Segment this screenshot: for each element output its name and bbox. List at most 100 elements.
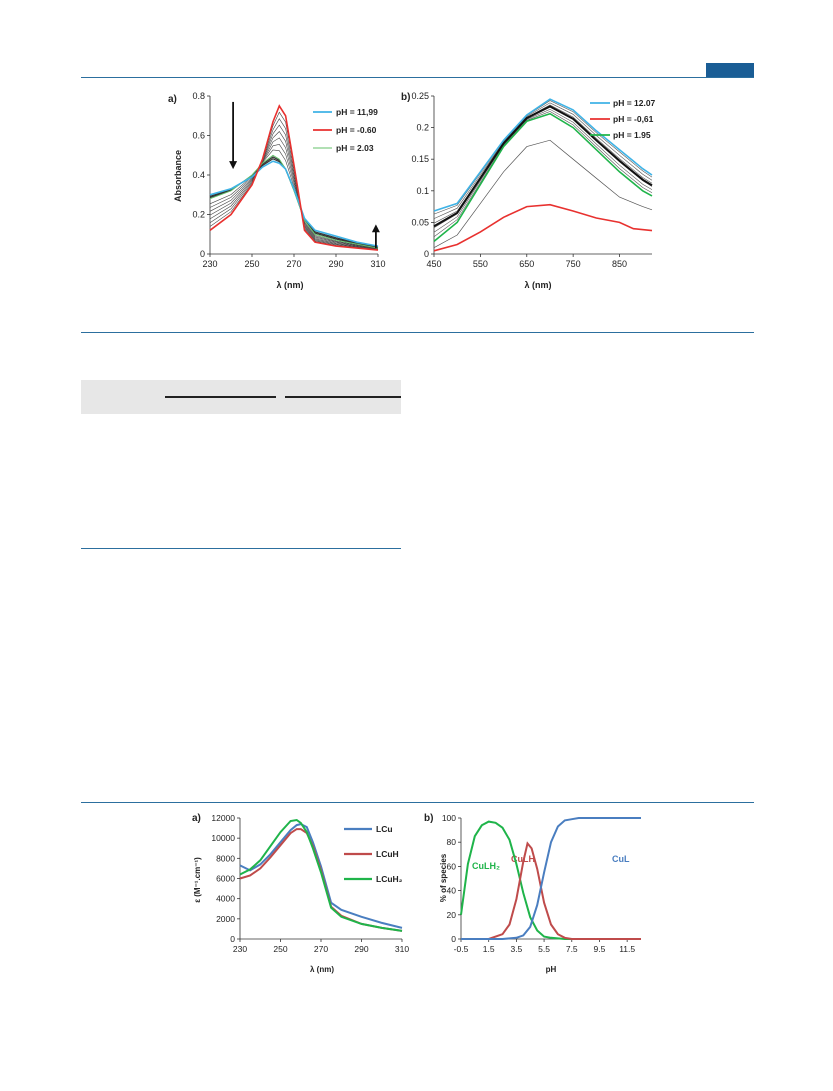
y-tick-label: 0.6 <box>192 131 205 141</box>
section-rule <box>81 802 754 803</box>
figure-bottom-rule <box>81 332 754 333</box>
chart-bottom-a: a) ε (M⁻¹.cm⁻¹) λ (nm) 0 2000 4000 6000 8000… <box>192 813 409 974</box>
x-tick-label: 5.5 <box>538 944 550 954</box>
y-tick-label: 20 <box>447 910 457 920</box>
x-tick-label: 1.5 <box>483 944 495 954</box>
y-tick-label: 0.2 <box>416 123 429 133</box>
series-ph-minus-0-60 <box>209 104 379 251</box>
panel-letter: b) <box>424 813 433 824</box>
y-tick-label: 0 <box>200 249 205 259</box>
legend-label: pH = 12.07 <box>613 98 656 108</box>
intermediate-curve <box>433 100 653 215</box>
x-tick-label: 310 <box>370 259 385 269</box>
x-tick-label: 230 <box>202 259 217 269</box>
x-tick-label: 450 <box>426 259 441 269</box>
y-axis-label: ε (M⁻¹.cm⁻¹) <box>193 857 202 903</box>
intermediate-curve <box>433 102 653 219</box>
series-ph-1-95 <box>433 112 653 243</box>
x-tick-label: 230 <box>233 944 247 954</box>
x-tick-label: 11.5 <box>619 944 635 954</box>
table-bottom-rule <box>81 548 401 549</box>
series-culh2 <box>460 820 641 940</box>
legend-label: LCuH <box>376 849 399 859</box>
series-ph-11-99 <box>209 160 379 247</box>
y-tick-label: 4000 <box>216 894 235 904</box>
y-tick-label: 0.15 <box>411 154 429 164</box>
intermediate-curve <box>209 131 379 250</box>
series-lcu <box>239 823 403 929</box>
panel-letter: b) <box>401 92 410 103</box>
series-culh <box>461 841 641 940</box>
panel-letter: a) <box>192 813 201 824</box>
intermediate-curve <box>209 137 379 250</box>
species-label-culh2: CuLH₂ <box>472 861 500 871</box>
y-tick-label: 0.4 <box>192 170 205 180</box>
y-tick-label: 8000 <box>216 853 235 863</box>
legend-label: pH = 2.03 <box>336 143 374 153</box>
x-axis-label: pH <box>546 965 557 974</box>
intermediate-curve-bold <box>433 105 653 228</box>
y-tick-label: 0 <box>451 934 456 944</box>
legend-label: LCu <box>376 824 393 834</box>
table-header-line-right <box>285 396 401 398</box>
series-ph-12-07 <box>433 98 653 212</box>
y-tick-label: 0.2 <box>192 210 205 220</box>
x-tick-label: 750 <box>566 259 581 269</box>
arrow-up-head-icon <box>371 224 380 233</box>
species-label-cul: CuL <box>612 854 630 864</box>
y-tick-label: 40 <box>447 886 457 896</box>
intermediate-curve <box>433 106 653 228</box>
x-tick-label: 3.5 <box>510 944 522 954</box>
x-axis-label: λ (nm) <box>310 965 334 974</box>
chart-top-a: a) Absorbance λ (nm) 0 0.2 0.4 0.6 0.8 230 250… <box>168 91 386 290</box>
series-ph-minus-0-61 <box>433 203 653 252</box>
x-tick-label: 270 <box>286 259 301 269</box>
y-tick-label: 60 <box>447 861 457 871</box>
x-axis-label: λ (nm) <box>277 280 304 290</box>
x-tick-label: 7.5 <box>566 944 578 954</box>
y-tick-label: 0.05 <box>411 217 429 227</box>
series-lcuh2 <box>239 818 403 932</box>
intermediate-curve <box>209 118 379 250</box>
x-tick-label: 290 <box>328 259 343 269</box>
y-tick-label: 6000 <box>216 874 235 884</box>
legend-label: pH = 11,99 <box>336 107 378 117</box>
legend-label: pH = 1.95 <box>613 130 651 140</box>
x-tick-label: 270 <box>314 944 328 954</box>
arrow-down-head-icon <box>229 161 238 170</box>
x-tick-label: 250 <box>273 944 287 954</box>
y-tick-label: 2000 <box>216 914 235 924</box>
y-tick-label: 0 <box>424 249 429 259</box>
y-tick-label: 0.25 <box>411 91 429 101</box>
y-tick-label: 0 <box>230 934 235 944</box>
y-tick-label: 10000 <box>211 833 235 843</box>
chart-bottom-b: b) % of species pH CuLH₂ CuLH CuL 020406… <box>424 813 641 974</box>
intermediate-curve <box>433 108 653 233</box>
y-tick-label: 0.1 <box>416 186 429 196</box>
y-axis-label: % of species <box>439 853 448 902</box>
header-tab <box>706 63 754 77</box>
y-tick-label: 12000 <box>211 813 235 823</box>
y-tick-label: 80 <box>447 837 457 847</box>
panel-letter: a) <box>168 94 177 105</box>
legend-label: pH = -0,61 <box>613 114 654 124</box>
x-tick-label: 9.5 <box>594 944 606 954</box>
header-rule <box>81 77 754 78</box>
y-tick-label: 100 <box>442 813 456 823</box>
x-tick-label: 850 <box>612 259 627 269</box>
table-header-line-left <box>165 396 276 398</box>
x-tick-label: -0.5 <box>454 944 469 954</box>
series-cul <box>461 817 641 940</box>
x-tick-label: 550 <box>473 259 488 269</box>
legend-label: LCuH₂ <box>376 874 403 884</box>
intermediate-curve <box>209 124 379 250</box>
intermediate-curve <box>433 139 653 249</box>
x-axis-label: λ (nm) <box>525 280 552 290</box>
intermediate-curve <box>433 111 653 238</box>
x-tick-label: 250 <box>244 259 259 269</box>
x-tick-label: 310 <box>395 944 409 954</box>
chart-top-b: b) λ (nm) 0 0.05 0.1 0.15 0.2 0.25 450 550 650 75… <box>401 91 656 290</box>
y-tick-label: 0.8 <box>192 91 205 101</box>
legend-label: pH = -0.60 <box>336 125 377 135</box>
y-axis-label: Absorbance <box>173 150 183 202</box>
